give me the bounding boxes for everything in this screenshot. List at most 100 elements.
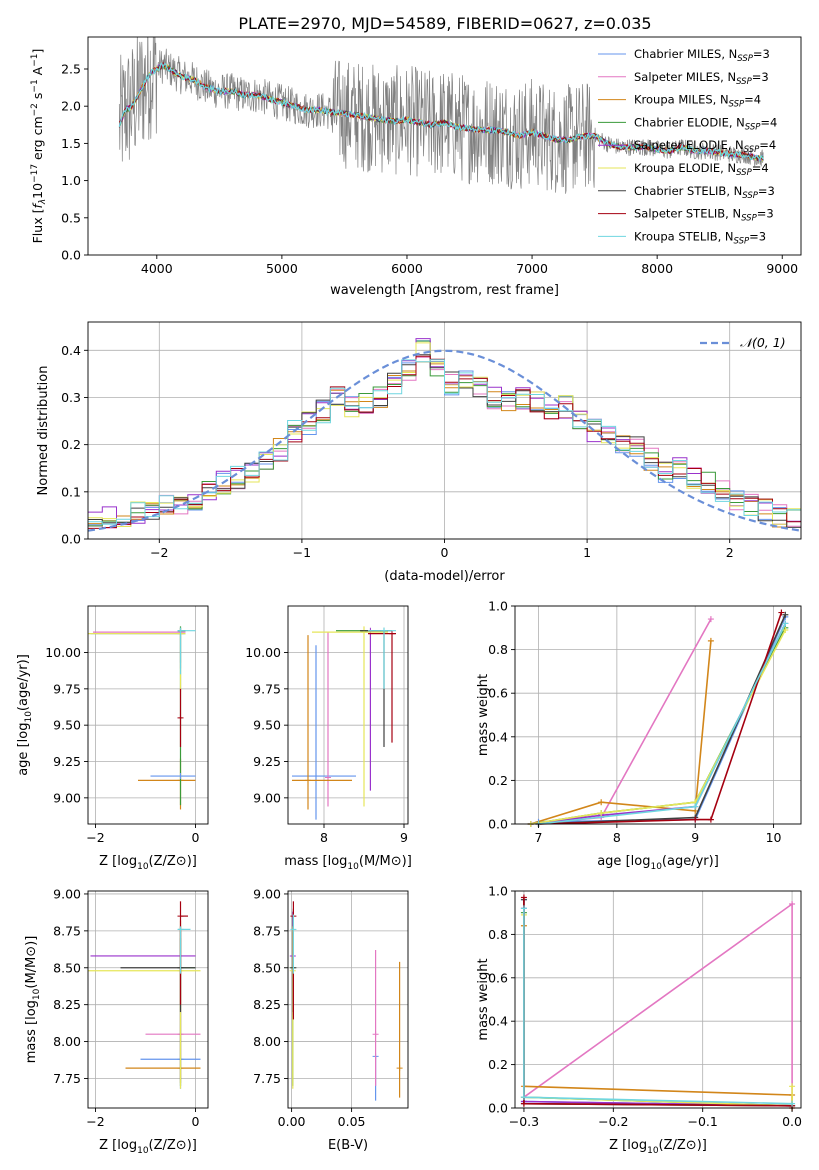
mass-weight-marker (707, 637, 714, 644)
data-point-marker (396, 1065, 403, 1072)
data-point-marker (177, 913, 184, 920)
x-axis-label: Z [log10(Z/Z⊙)] (99, 854, 197, 872)
mass-weight-line (530, 640, 712, 825)
legend-label: Salpeter ELODIE, NSSP=4 (634, 138, 776, 155)
age-vs-Z-panel: −2 0 9.00 9.25 9.50 9.75 10.00 Z [log10(Z/Z⊙)] a… (16, 605, 209, 872)
legend-label: Kroupa ELODIE, NSSP=4 (634, 161, 769, 178)
x-tick-label: 9 (691, 830, 699, 845)
y-tick-label: 8.25 (53, 997, 81, 1012)
mass-weight-marker (789, 901, 796, 908)
y-tick-label: 9.50 (53, 718, 81, 733)
y-tick-label: 7.75 (53, 1071, 81, 1086)
x-tick-label: 0.05 (338, 1114, 366, 1129)
y-tick-label: 9.25 (53, 754, 81, 769)
mass-weight-line (523, 908, 793, 1107)
legend-label: 𝒩(0, 1) (740, 335, 786, 350)
data-point-marker (381, 627, 387, 634)
x-tick-label: 2 (726, 545, 734, 560)
x-tick-label: −0.3 (509, 1114, 539, 1129)
axes-frame (87, 890, 209, 1109)
x-axis-label: Z [log10(Z/Z⊙)] (99, 1138, 197, 1156)
mass-weight-line (523, 897, 793, 1107)
y-tick-label: 9.00 (53, 886, 81, 901)
data-point-marker (290, 926, 297, 933)
y-tick-label: 0.8 (488, 642, 508, 657)
data-point-marker (313, 773, 319, 780)
x-tick-label: 0 (192, 1114, 200, 1129)
data-point-marker (372, 1031, 379, 1038)
y-tick-label: 0.3 (61, 390, 81, 405)
x-tick-label: −1 (293, 545, 311, 560)
data-point-marker (177, 773, 184, 780)
mass-weight-marker (782, 620, 789, 627)
mass-weight-marker (789, 1083, 796, 1090)
x-tick-label: 9 (400, 830, 408, 845)
x-axis-label: E(B-V) (328, 1138, 368, 1153)
legend-label: Chabrier STELIB, NSSP=3 (634, 184, 775, 201)
y-axis-label: age [log10(age/yr)] (16, 654, 34, 776)
y-tick-label: 1.0 (61, 173, 81, 188)
y-tick-label: 0.0 (61, 248, 81, 263)
y-tick-label: 9.50 (253, 718, 281, 733)
mass-vs-EBV-plot-area (289, 901, 403, 1101)
y-tick-label: 8.50 (253, 960, 281, 975)
mass-weight-marker (598, 799, 605, 806)
mass-weight-marker (782, 611, 789, 618)
y-tick-label: 0.6 (488, 686, 508, 701)
x-tick-label: 5000 (266, 261, 298, 276)
mass-weight-marker (707, 616, 714, 623)
y-tick-label: 1.0 (488, 599, 508, 614)
y-tick-label: 0.2 (488, 1057, 508, 1072)
y-tick-label: 0.5 (61, 210, 81, 225)
y-tick-label: 10.00 (45, 645, 81, 660)
y-tick-label: 0.8 (488, 927, 508, 942)
legend-label: Salpeter STELIB, NSSP=3 (634, 207, 774, 224)
x-tick-label: −2 (86, 1114, 104, 1129)
x-tick-label: 6000 (391, 261, 423, 276)
y-tick-label: 9.75 (53, 681, 81, 696)
y-tick-label: 2.0 (61, 99, 81, 114)
age-vs-mass-plot-area (292, 626, 396, 820)
mass-weight-marker (692, 816, 699, 823)
x-tick-label: 0.00 (278, 1114, 306, 1129)
y-tick-label: 9.00 (253, 886, 281, 901)
spectrum-plot-area (118, 37, 764, 194)
gaussian-curve (88, 349, 801, 532)
massweight-vs-Z-plot-area (520, 894, 796, 1111)
model-spectrum-line (118, 62, 764, 163)
x-tick-label: 9000 (766, 261, 798, 276)
mass-weight-line (523, 912, 793, 1107)
mass-weight-line (530, 627, 787, 825)
data-point-marker (177, 627, 184, 634)
x-tick-label: 0.0 (782, 1114, 802, 1129)
figure-title: PLATE=2970, MJD=54589, FIBERID=0627, z=0… (238, 14, 651, 33)
x-axis-label: Z [log10(Z/Z⊙)] (609, 1138, 707, 1156)
axes-frame (514, 605, 802, 825)
mass-weight-line (523, 899, 793, 1107)
x-tick-label: 7 (535, 830, 543, 845)
mass-weight-line (538, 614, 787, 825)
legend-label: Kroupa STELIB, NSSP=3 (634, 229, 766, 246)
residuals-panel: −2 −1 0 1 2 0.0 0.1 0.2 0.3 0.4 (data-model)/error… (36, 321, 802, 584)
mass-vs-EBV-panel: 0.00 0.05 7.75 8.00 8.25 8.50 8.75 9.00 E(B-V) (253, 886, 409, 1153)
y-tick-label: 0.2 (61, 437, 81, 452)
y-tick-label: 10.00 (245, 645, 281, 660)
massweight-vs-Z-panel: −0.3 −0.2 −0.1 0.0 0.0 0.2 0.4 0.6 0.8 1.0 Z [log1… (476, 884, 802, 1157)
y-tick-label: 0.0 (488, 1101, 508, 1116)
mass-weight-line (538, 612, 783, 825)
spectrum-panel: 4000 5000 6000 7000 8000 9000 0.0 0.5 1.0 1.5 2.0 2… (30, 36, 802, 298)
data-point-marker (325, 774, 331, 781)
mass-vs-Z-panel: −2 0 7.75 8.00 8.25 8.50 8.75 9.00 Z [log10(Z/Z⊙… (24, 886, 209, 1156)
mass-weight-marker (520, 905, 527, 912)
spectrum-legend: Chabrier MILES, NSSP=3 Salpeter MILES, NS… (598, 47, 777, 246)
axes-frame (287, 890, 409, 1109)
x-tick-label: 8000 (641, 261, 673, 276)
residuals-plot-area (88, 338, 801, 532)
y-tick-label: 2.5 (61, 61, 81, 76)
y-tick-label: 9.75 (253, 681, 281, 696)
x-tick-label: 8 (320, 830, 328, 845)
y-tick-label: 9.25 (253, 754, 281, 769)
massweight-vs-age-plot-area (527, 609, 789, 827)
x-tick-label: 10 (766, 830, 782, 845)
